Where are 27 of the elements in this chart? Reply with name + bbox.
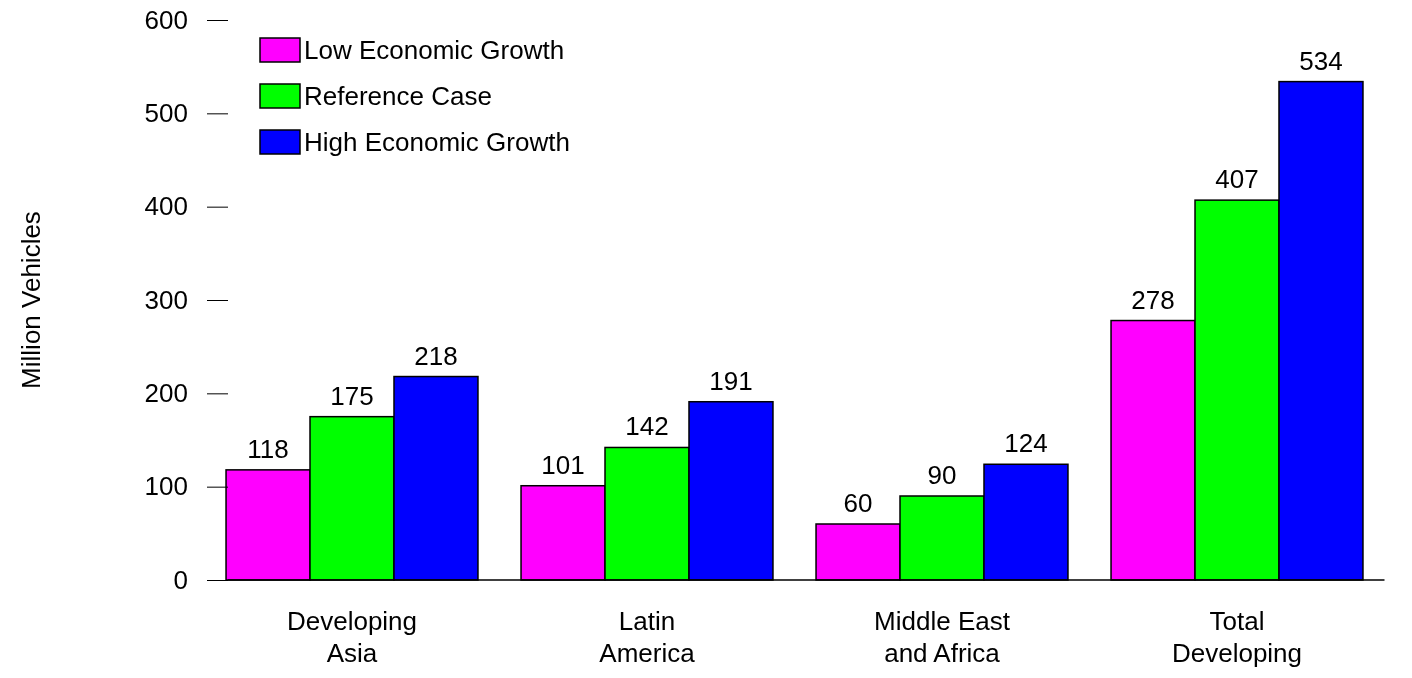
data-label: 191	[709, 365, 753, 396]
data-label: 175	[330, 380, 374, 411]
y-tick-label: 600	[144, 4, 188, 35]
y-tick-label: 0	[173, 564, 188, 595]
y-tick-label: 100	[144, 471, 188, 502]
data-label: 124	[1004, 428, 1048, 459]
data-label: 90	[927, 460, 957, 490]
data-label: 534	[1299, 45, 1343, 76]
data-label: 142	[625, 411, 669, 442]
y-axis-title: Million Vehicles	[16, 211, 46, 389]
data-label: 118	[247, 433, 289, 464]
x-tick-label: Total Developing	[1171, 606, 1303, 668]
legend-label: High Economic Growth	[304, 127, 570, 158]
data-label: 60	[843, 488, 873, 518]
legend-label: Low Economic Growth	[304, 35, 565, 66]
x-tick-label: Developing Asia	[286, 606, 418, 668]
data-label: 407	[1215, 164, 1259, 195]
data-label: 218	[414, 340, 458, 371]
legend-label: Reference Case	[304, 81, 492, 112]
x-tick-label: Middle East and Africa	[874, 606, 1011, 668]
y-tick-label: 200	[144, 378, 188, 409]
y-tick-label: 400	[144, 191, 188, 222]
x-tick-label: Latin America	[599, 606, 696, 668]
y-tick-label: 300	[144, 284, 188, 315]
y-tick-label: 500	[144, 98, 188, 129]
data-label: 101	[541, 449, 585, 480]
data-label: 278	[1131, 284, 1175, 315]
